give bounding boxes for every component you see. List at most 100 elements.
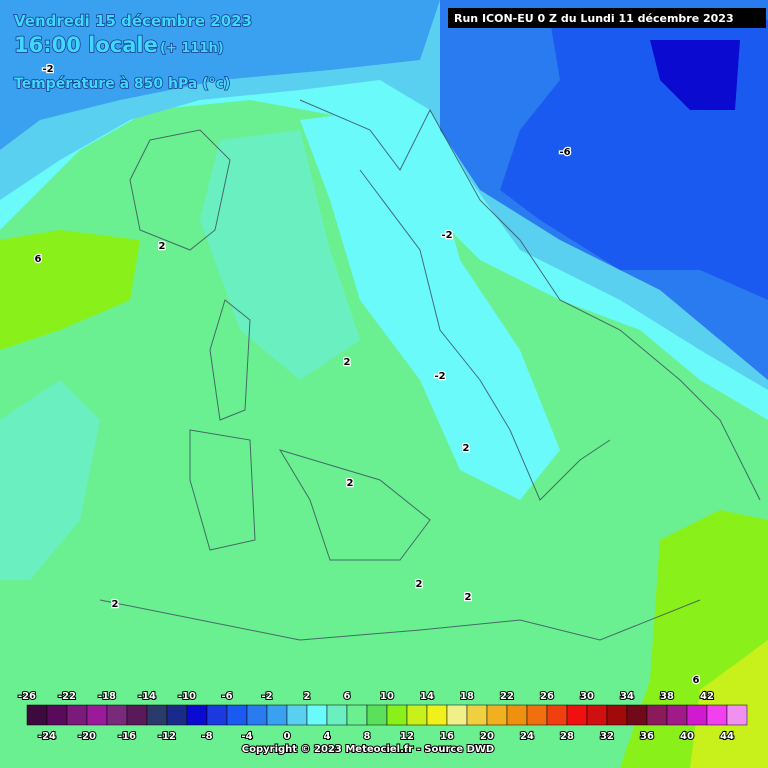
contour-label: 2 xyxy=(465,592,472,603)
scale-label: 20 xyxy=(480,731,494,742)
contour-label: 6 xyxy=(35,254,42,265)
scale-swatch xyxy=(326,704,348,726)
run-info: Run ICON-EU 0 Z du Lundi 11 décembre 202… xyxy=(454,12,734,25)
contour-label: 6 xyxy=(693,675,700,686)
scale-label: 2 xyxy=(304,691,311,702)
contour-label: -6 xyxy=(559,147,570,158)
scale-label: -10 xyxy=(178,691,196,702)
scale-swatch xyxy=(406,704,428,726)
scale-swatch xyxy=(626,704,648,726)
field-name: Température à 850 hPa (°c) xyxy=(14,76,230,92)
scale-label: 32 xyxy=(600,731,614,742)
contour-label: -2 xyxy=(434,371,445,382)
scale-label: -16 xyxy=(118,731,136,742)
contour-label: 2 xyxy=(112,599,119,610)
scale-label: -20 xyxy=(78,731,96,742)
scale-label: 34 xyxy=(620,691,634,702)
scale-label: -4 xyxy=(241,731,252,742)
scale-label: 38 xyxy=(660,691,674,702)
contour-label: 2 xyxy=(463,443,470,454)
scale-swatch xyxy=(186,704,208,726)
scale-label: 16 xyxy=(440,731,454,742)
scale-swatch xyxy=(486,704,508,726)
scale-swatch xyxy=(106,704,128,726)
scale-swatch xyxy=(286,704,308,726)
scale-label: -22 xyxy=(58,691,76,702)
scale-label: 14 xyxy=(420,691,434,702)
forecast-date: Vendredi 15 décembre 2023 xyxy=(14,12,252,30)
scale-swatch xyxy=(266,704,288,726)
region-mint-c xyxy=(200,130,360,380)
scale-swatch xyxy=(586,704,608,726)
scale-label: 8 xyxy=(364,731,371,742)
scale-label: -14 xyxy=(138,691,156,702)
region-mint-w xyxy=(0,380,100,580)
scale-label: 44 xyxy=(720,731,734,742)
region-yellowgreen xyxy=(690,640,768,768)
scale-label: -18 xyxy=(98,691,116,702)
scale-swatch xyxy=(46,704,68,726)
forecast-lead: (+ 111h) xyxy=(160,41,224,56)
scale-swatch xyxy=(226,704,248,726)
scale-swatch xyxy=(66,704,88,726)
scale-swatch xyxy=(646,704,668,726)
scale-swatch xyxy=(726,704,748,726)
scale-label: 12 xyxy=(400,731,414,742)
scale-swatch xyxy=(686,704,708,726)
scale-label: -12 xyxy=(158,731,176,742)
scale-label: -8 xyxy=(201,731,212,742)
scale-label: 40 xyxy=(680,731,694,742)
color-scale: -26-24-22-20-18-16-14-12-10-8-6-4-202468… xyxy=(17,690,748,743)
scale-swatch xyxy=(146,704,168,726)
scale-swatch xyxy=(426,704,448,726)
scale-swatch xyxy=(506,704,528,726)
scale-swatch xyxy=(526,704,548,726)
scale-swatch xyxy=(166,704,188,726)
contour-label: 2 xyxy=(416,579,423,590)
scale-swatch xyxy=(26,704,48,726)
scale-swatch xyxy=(606,704,628,726)
region-navy xyxy=(650,40,740,110)
scale-label: 10 xyxy=(380,691,394,702)
scale-swatch xyxy=(206,704,228,726)
scale-swatch xyxy=(86,704,108,726)
scale-swatch xyxy=(246,704,268,726)
scale-label: 42 xyxy=(700,691,714,702)
contour-label: -2 xyxy=(42,64,53,75)
scale-label: 22 xyxy=(500,691,514,702)
scale-label: 0 xyxy=(284,731,291,742)
region-cyan-italy xyxy=(300,110,560,500)
scale-label: -24 xyxy=(38,731,56,742)
scale-label: 24 xyxy=(520,731,534,742)
copyright: Copyright © 2023 Meteociel.fr - Source D… xyxy=(242,744,494,755)
scale-label: 30 xyxy=(580,691,594,702)
region-lime xyxy=(0,230,140,350)
scale-label: 36 xyxy=(640,731,654,742)
forecast-time: 16:00 locale xyxy=(14,33,158,57)
coastline xyxy=(99,99,761,641)
scale-swatch xyxy=(446,704,468,726)
contour-label: -2 xyxy=(441,230,452,241)
run-banner xyxy=(448,8,766,28)
scale-label: 4 xyxy=(324,731,331,742)
scale-swatch xyxy=(546,704,568,726)
contour-label: 2 xyxy=(159,241,166,252)
scale-swatch xyxy=(466,704,488,726)
contour-label: 2 xyxy=(347,478,354,489)
scale-swatch xyxy=(306,704,328,726)
scale-swatch xyxy=(386,704,408,726)
region-blue xyxy=(0,0,440,150)
scale-label: 18 xyxy=(460,691,474,702)
scale-swatch xyxy=(666,704,688,726)
contour-label: 2 xyxy=(344,357,351,368)
scale-swatch xyxy=(366,704,388,726)
scale-label: 28 xyxy=(560,731,574,742)
scale-swatch xyxy=(566,704,588,726)
scale-swatch xyxy=(346,704,368,726)
scale-label: -2 xyxy=(261,691,272,702)
scale-label: 26 xyxy=(540,691,554,702)
scale-swatch xyxy=(126,704,148,726)
scale-label: -26 xyxy=(18,691,36,702)
scale-swatch xyxy=(706,704,728,726)
